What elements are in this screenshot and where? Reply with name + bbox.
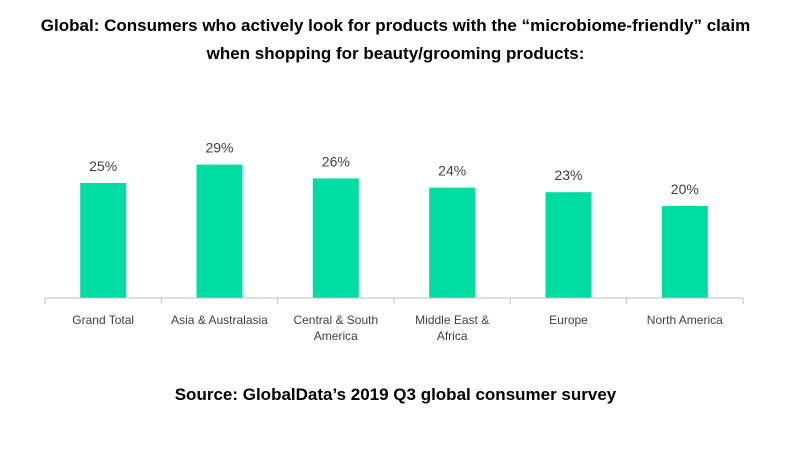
data-label: 24% — [438, 163, 466, 179]
bar — [429, 187, 476, 298]
x-tick-label: Grand Total — [72, 313, 134, 327]
x-tick-label: North America — [647, 313, 723, 327]
source-note: Source: GlobalData’s 2019 Q3 global cons… — [174, 385, 617, 404]
chart-title-line-1: Global: Consumers who actively look for … — [40, 16, 751, 35]
chart-title-line-2: when shopping for beauty/grooming produc… — [206, 44, 585, 63]
x-tick-label: America — [314, 329, 358, 343]
x-tick-label: Middle East & — [415, 313, 489, 327]
data-label: 29% — [205, 140, 233, 156]
chart-title: Global: Consumers who actively look for … — [0, 12, 791, 68]
bar — [545, 192, 592, 298]
data-label: 25% — [89, 158, 117, 174]
bar — [196, 164, 243, 298]
bar — [661, 206, 708, 298]
x-tick-label: Europe — [549, 313, 588, 327]
data-label: 23% — [554, 167, 582, 183]
x-tick-label: Africa — [437, 329, 468, 343]
bar — [312, 178, 359, 298]
x-tick-label: Asia & Australasia — [171, 313, 268, 327]
data-label: 26% — [322, 153, 350, 169]
bar — [80, 183, 127, 298]
x-tick-label: Central & South — [293, 313, 378, 327]
data-label: 20% — [671, 181, 699, 197]
